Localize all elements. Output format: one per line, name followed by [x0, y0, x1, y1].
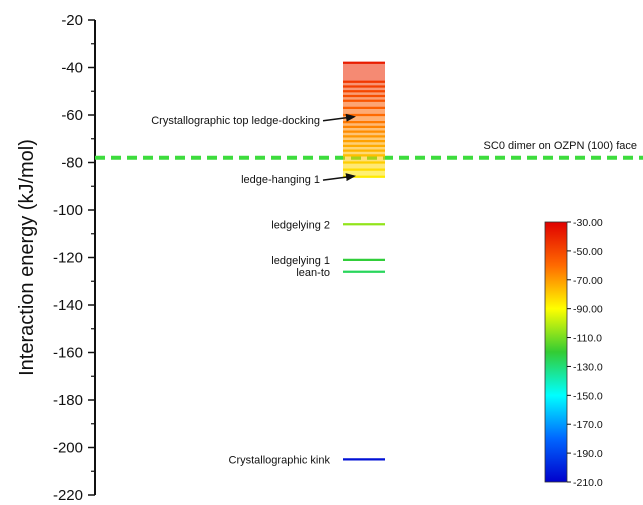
y-tick-label: -60 [61, 107, 83, 124]
colorbar-tick-label: -210.0 [573, 477, 603, 489]
level-band [343, 81, 385, 87]
level-band [343, 169, 385, 177]
level-band [343, 91, 385, 96]
level-band [343, 115, 385, 123]
level-band [343, 126, 385, 132]
level-band [343, 107, 385, 115]
y-axis-title: Interaction energy (kJ/mol) [16, 139, 38, 376]
annotation-label: Crystallographic top ledge-docking [151, 115, 320, 127]
colorbar-gradient [544, 221, 568, 483]
energy-levels [343, 61, 385, 461]
annotation-label: ledge-hanging 1 [241, 174, 320, 186]
y-tick-label: -40 [61, 60, 83, 77]
annotation-label: ledgelying 1 [271, 255, 330, 267]
colorbar-tick-label: -130.0 [573, 361, 603, 373]
colorbar-tick-label: -190.0 [573, 448, 603, 460]
y-tick-label: -160 [53, 345, 83, 362]
y-tick-label: -180 [53, 392, 83, 409]
level-band [343, 141, 385, 146]
colorbar-tick-label: -50.00 [573, 246, 603, 258]
colorbar-tick-label: -170.0 [573, 419, 603, 431]
level-band [343, 162, 385, 170]
level-band [343, 62, 385, 82]
y-tick-label: -20 [61, 12, 83, 29]
colorbar-tick-label: -150.0 [573, 390, 603, 402]
level-band [343, 86, 385, 92]
level-band [343, 100, 385, 108]
y-axis: -20 -40 -60 -80 -100 -120 -140 -160 -180 -200 -220… [16, 12, 96, 504]
colorbar-tick-label: -70.00 [573, 275, 603, 287]
reference-line-label: SC0 dimer on OZPN (100) face [484, 140, 637, 152]
annotation-label: lean-to [296, 267, 330, 279]
level-band [343, 96, 385, 101]
level-band [343, 131, 385, 137]
annotation-label: Crystallographic kink [229, 454, 331, 466]
y-tick-label: -140 [53, 297, 83, 314]
level-band [343, 150, 385, 156]
y-tick-label: -80 [61, 155, 83, 172]
colorbar-tick-label: -30.00 [573, 217, 603, 229]
level-band [343, 122, 385, 127]
y-tick-label: -120 [53, 250, 83, 267]
colorbar-tick-label: -110.0 [573, 333, 602, 345]
y-tick-label: -200 [53, 440, 83, 457]
annotation-arrow [322, 173, 356, 182]
level-band [343, 136, 385, 142]
y-tick-label: -220 [53, 487, 83, 504]
colorbar-tick-label: -90.00 [573, 304, 603, 316]
annotation-arrow [322, 113, 356, 122]
colorbar: -30.00 -50.00 -70.00 -90.00 -110.0 -130.0 -150… [544, 217, 603, 489]
annotation-label: ledgelying 2 [271, 219, 330, 231]
y-tick-label: -100 [53, 202, 83, 219]
level-band [343, 145, 385, 151]
annotations: Crystallographic top ledge-docking ledge-… [151, 113, 356, 466]
level-band [343, 155, 385, 163]
